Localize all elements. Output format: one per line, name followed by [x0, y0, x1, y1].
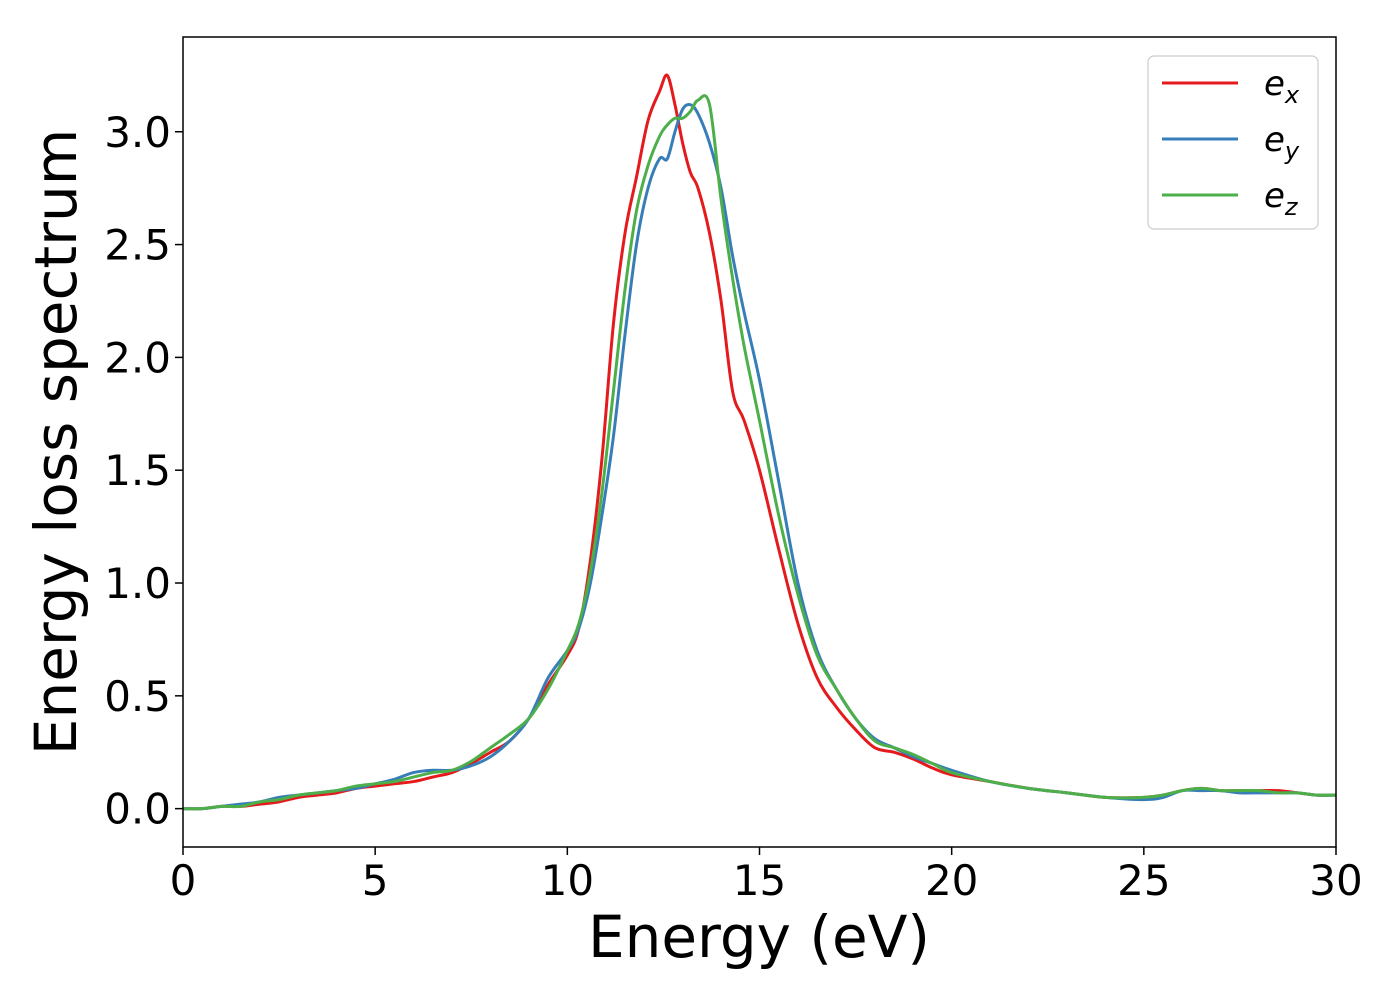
series-line-z: [182, 94, 1337, 811]
y-axis-title: Energy loss spectrum: [22, 129, 90, 755]
x-tick-label: 10: [541, 856, 594, 905]
x-axis-title: Energy (eV): [588, 903, 930, 971]
y-tick-label: 2.5: [104, 221, 171, 270]
y-tick-label: 1.0: [104, 559, 171, 608]
y-tick-label: 1.5: [104, 446, 171, 495]
y-axis-ticks: 0.0 0.5 1.0 1.5 2.0 2.5 3.0: [104, 108, 183, 834]
y-tick-label: 0.0: [104, 785, 171, 834]
y-tick-label: 3.0: [104, 108, 171, 157]
legend-box: [1147, 55, 1319, 230]
x-tick-label: 25: [1117, 856, 1170, 905]
x-tick-label: 5: [362, 856, 389, 905]
legend-label-z: ez: [1264, 176, 1299, 221]
x-tick-label: 15: [733, 856, 786, 905]
x-axis-ticks: 0 5 10 15 20 25 30: [170, 847, 1363, 905]
y-tick-label: 2.0: [104, 333, 171, 382]
y-tick-label: 0.5: [104, 672, 171, 721]
x-tick-label: 30: [1309, 856, 1362, 905]
x-tick-label: 20: [925, 856, 978, 905]
x-tick-label: 0: [170, 856, 197, 905]
plot-layer: [182, 73, 1337, 811]
